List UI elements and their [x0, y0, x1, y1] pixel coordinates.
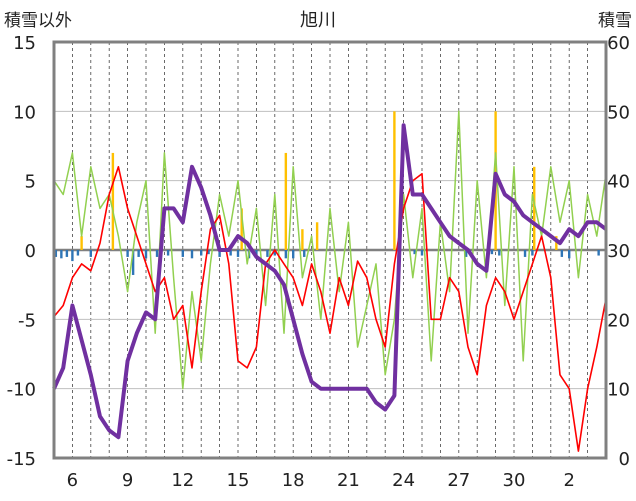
- left-tick-label: -5: [18, 310, 36, 331]
- precip-bar: [181, 250, 184, 257]
- x-tick-label: 2: [563, 470, 574, 491]
- right-tick-label: 10: [607, 380, 630, 401]
- plot-frame: [52, 40, 608, 460]
- precip-bar: [303, 250, 306, 257]
- left-tick-label: 5: [25, 172, 36, 193]
- snowfall-bar: [111, 152, 115, 250]
- x-tick-label: 30: [503, 470, 526, 491]
- snow-depth-line: [52, 123, 608, 440]
- precip-bar: [200, 250, 203, 256]
- precip-bar: [413, 250, 416, 255]
- left-axis-label: 積雪以外: [4, 11, 72, 31]
- temperature-line: [53, 166, 607, 452]
- precip-bar: [490, 250, 494, 255]
- precip-bar: [137, 250, 140, 257]
- snowfall-bar: [301, 229, 304, 250]
- precip-bar: [71, 250, 74, 262]
- x-tick-label: 6: [67, 470, 78, 491]
- precip-bar: [236, 250, 240, 257]
- precip-bar: [155, 250, 159, 257]
- precip-bar: [266, 250, 269, 257]
- precip-bar: [60, 250, 63, 259]
- precip-bar: [144, 250, 148, 259]
- precip-bar: [207, 250, 210, 255]
- precip-bar: [498, 250, 501, 256]
- right-tick-label: 60: [607, 33, 630, 54]
- anomaly-line: [53, 110, 607, 390]
- snowfall-bar: [80, 236, 83, 250]
- precip-bar: [229, 250, 232, 256]
- precip-bar: [560, 250, 564, 257]
- left-tick-label: 15: [13, 33, 36, 54]
- right-tick-label: 20: [607, 310, 630, 331]
- right-tick-label: 50: [607, 102, 630, 123]
- x-tick-label: 9: [122, 470, 133, 491]
- precip-bar: [523, 250, 527, 257]
- precip-bar: [292, 250, 295, 259]
- snowfall-bar: [555, 236, 558, 250]
- snowfall-bar: [533, 166, 536, 250]
- left-tick-label: -10: [7, 380, 36, 401]
- right-axis-label: 積雪: [598, 11, 632, 31]
- precip-bar: [65, 250, 69, 257]
- right-tick-label: 40: [607, 172, 630, 193]
- precip-bar: [273, 250, 276, 256]
- left-tick-label: 0: [25, 241, 36, 262]
- x-tick-label: 18: [282, 470, 305, 491]
- precip-bar: [76, 250, 80, 256]
- snowfall-bar: [284, 152, 288, 250]
- left-tick-label: -15: [7, 449, 36, 470]
- precip-bar: [464, 250, 468, 257]
- snowfall-bar: [393, 111, 396, 250]
- x-tick-label: 12: [171, 470, 194, 491]
- precip-bar: [568, 250, 571, 259]
- precip-bar: [89, 250, 92, 257]
- precip-bar: [166, 250, 170, 256]
- chart-title: 旭川: [300, 10, 336, 31]
- right-tick-label: 30: [607, 241, 630, 262]
- lines-layer: [52, 110, 608, 452]
- x-tick-label: 24: [392, 470, 415, 491]
- precip-bar: [218, 250, 221, 257]
- precip-bar: [597, 250, 600, 256]
- precip-bar: [420, 250, 424, 256]
- x-tick-label: 27: [447, 470, 470, 491]
- snowfall-bar: [315, 222, 319, 250]
- precip-bar: [126, 250, 129, 257]
- right-tick-label: 0: [619, 449, 630, 470]
- left-tick-label: 10: [13, 102, 36, 123]
- x-tick-label: 21: [337, 470, 360, 491]
- precip-bar: [284, 250, 288, 259]
- precip-bar: [531, 250, 534, 256]
- snowfall-bar: [240, 208, 243, 250]
- precip-bar: [131, 250, 135, 275]
- x-tick-label: 15: [227, 470, 250, 491]
- precip-bar: [190, 250, 194, 259]
- precip-bar: [54, 250, 58, 257]
